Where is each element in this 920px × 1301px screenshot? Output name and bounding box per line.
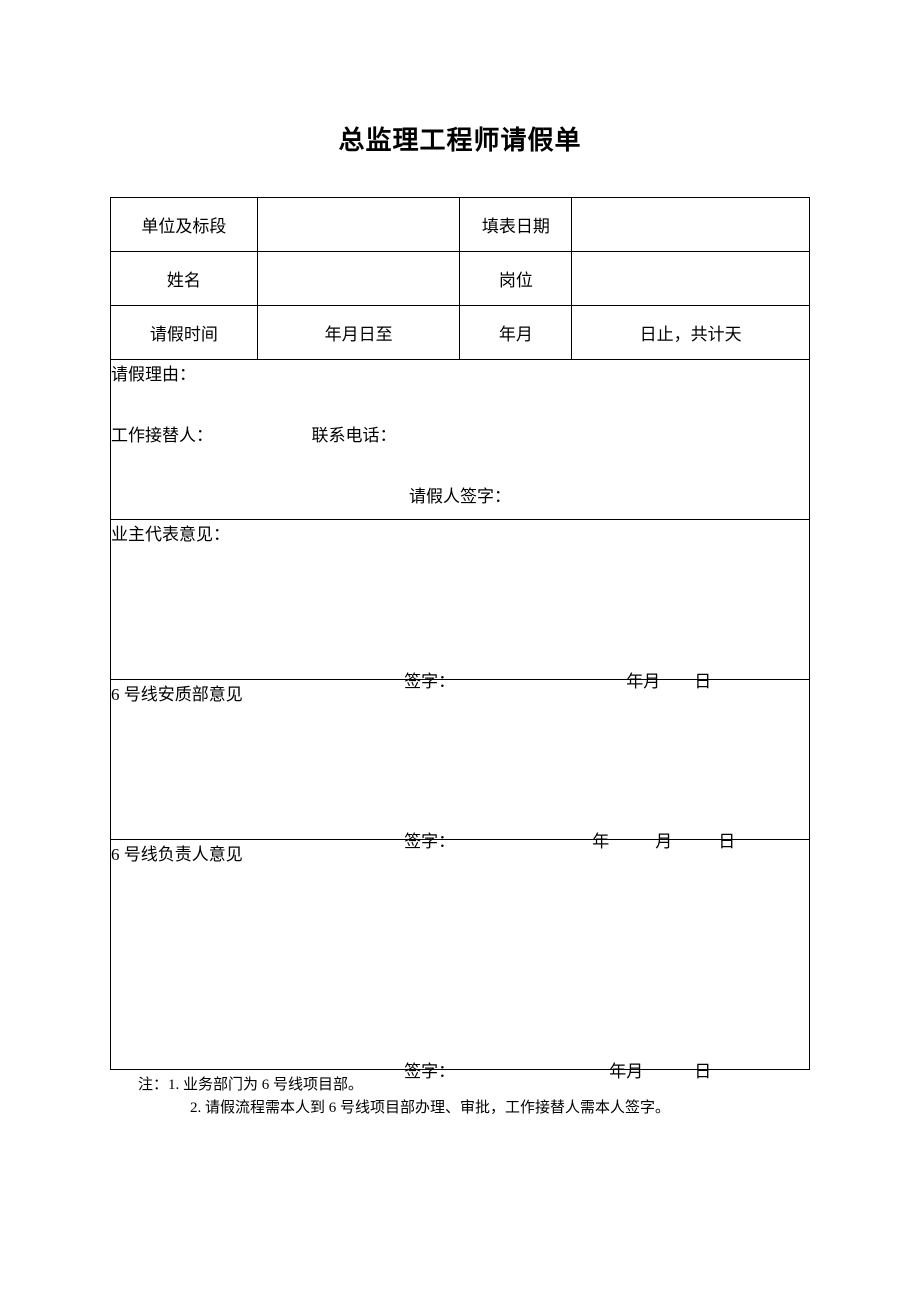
form-title: 总监理工程师请假单 (110, 120, 810, 157)
field-leave-to-ym[interactable]: 年月 (460, 306, 572, 360)
label-lead-sign: 签字： (404, 1057, 455, 1082)
label-owner-opinion: 业主代表意见： (111, 520, 809, 545)
note-line-2: 2. 请假流程需本人到 6 号线项目部办理、审批，工作接替人需本人签字。 (110, 1097, 810, 1120)
section-dept[interactable]: 6 号线安质部意见 签字： 年 月 日 (111, 680, 810, 840)
label-lead-opinion: 6 号线负责人意见 (111, 840, 809, 865)
page: 总监理工程师请假单 单位及标段 填表日期 姓名 岗位 请假时间 年月日至 年月 … (0, 0, 920, 1119)
field-unit-section[interactable] (257, 198, 460, 252)
label-reason: 请假理由： (111, 360, 809, 385)
label-position: 岗位 (460, 252, 572, 306)
label-contact: 联系电话： (312, 426, 397, 445)
label-name: 姓名 (111, 252, 258, 306)
field-leave-from[interactable]: 年月日至 (257, 306, 460, 360)
label-substitute: 工作接替人： (111, 426, 213, 445)
leave-form-table: 单位及标段 填表日期 姓名 岗位 请假时间 年月日至 年月 日止，共计天 请假理… (110, 197, 810, 1070)
label-dept-opinion: 6 号线安质部意见 (111, 680, 809, 705)
label-leave-time: 请假时间 (111, 306, 258, 360)
label-fill-date: 填表日期 (460, 198, 572, 252)
label-applicant-sign: 请假人签字： (111, 482, 809, 507)
label-lead-date: 年月 日 (609, 1057, 711, 1082)
section-lead[interactable]: 6 号线负责人意见 签字： 年月 日 (111, 840, 810, 1070)
label-unit-section: 单位及标段 (111, 198, 258, 252)
field-position[interactable] (572, 252, 810, 306)
field-name[interactable] (257, 252, 460, 306)
field-fill-date[interactable] (572, 198, 810, 252)
section-reason[interactable]: 请假理由： 工作接替人： 联系电话： 请假人签字： (111, 360, 810, 520)
section-owner[interactable]: 业主代表意见： 签字： 年月 日 (111, 520, 810, 680)
field-leave-to-end[interactable]: 日止，共计天 (572, 306, 810, 360)
